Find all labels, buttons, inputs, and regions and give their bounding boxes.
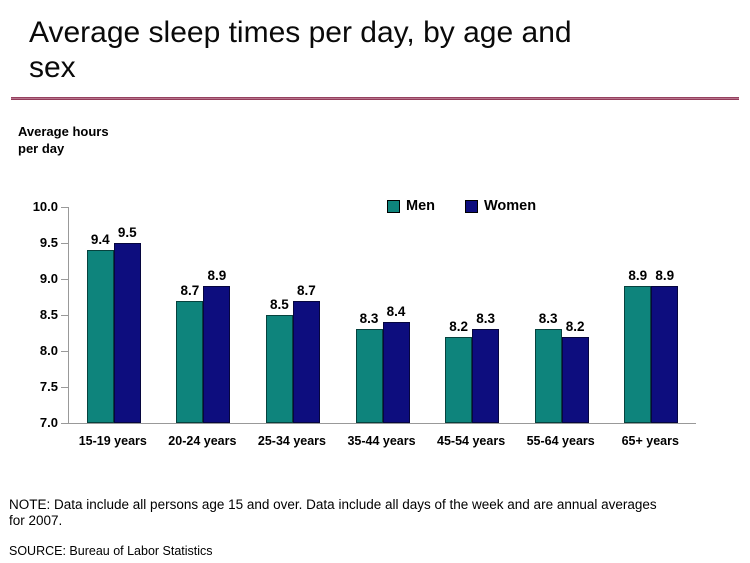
bar-column-men: 8.2 [445, 207, 473, 423]
y-tick-label: 8.0 [39, 343, 58, 358]
bar-value-label: 8.2 [565, 318, 585, 334]
bar-group: 8.2 8.3 [427, 207, 517, 423]
y-tick-mark [61, 423, 68, 424]
men-bar [86, 250, 114, 423]
bar-group: 8.3 8.4 [338, 207, 428, 423]
bar-value-label: 8.3 [538, 311, 558, 327]
bar-group: 8.9 8.9 [606, 207, 696, 423]
bar-value-label: 8.4 [386, 304, 406, 320]
bar-column-men: 8.5 [265, 207, 293, 423]
bar-column-men: 9.4 [86, 207, 114, 423]
y-tick-mark [61, 315, 68, 316]
chart-title: Average sleep times per day, by age and … [29, 16, 572, 84]
y-tick-mark [61, 207, 68, 208]
bar-column-women: 9.5 [113, 207, 141, 423]
bar-value-label: 8.9 [207, 268, 227, 284]
bar-column-men: 8.3 [355, 207, 383, 423]
bar-column-women: 8.4 [382, 207, 410, 423]
y-tick-label: 7.5 [39, 379, 58, 394]
men-bar [265, 315, 293, 423]
legend-label-women: Women [484, 198, 537, 214]
bar-column-women: 8.3 [472, 207, 500, 423]
bar-group: 8.7 8.9 [159, 207, 249, 423]
y-tick-label: 7.0 [39, 415, 58, 430]
x-category-label: 45-54 years [437, 434, 506, 448]
bar-chart: Men Women 9.4 9.5 8.7 8.9 8.5 8.7 8.3 8.4 8.2 8.3… [32, 198, 696, 448]
bar-value-label: 8.9 [628, 268, 648, 284]
bar-value-label: 8.2 [449, 318, 468, 334]
bar-value-label: 8.3 [476, 311, 495, 327]
legend-label-men: Men [406, 198, 435, 214]
bar-column-women: 8.7 [292, 207, 320, 423]
bar-column-men: 8.7 [176, 207, 204, 423]
bar-column-women: 8.9 [651, 207, 679, 423]
y-tick-mark [61, 279, 68, 280]
y-axis-title: Average hours per day [18, 124, 109, 156]
y-tick-label: 9.0 [39, 271, 58, 286]
x-axis-labels: 15-19 years 20-24 years 25-34 years 35-44 y… [68, 434, 695, 448]
note-text: NOTE: Data include all persons age 15 an… [9, 497, 657, 528]
y-tick-mark [61, 243, 68, 244]
y-tick-mark [61, 387, 68, 388]
bar-group: 8.5 8.7 [248, 207, 338, 423]
y-tick-label: 9.5 [39, 235, 58, 250]
bar-column-women: 8.9 [203, 207, 231, 423]
women-bar [292, 300, 320, 423]
x-category-label: 15-19 years [78, 434, 147, 448]
source-text: SOURCE: Bureau of Labor Statistics [9, 544, 213, 558]
bar-value-label: 8.9 [655, 268, 675, 284]
bar-value-label: 8.7 [180, 282, 200, 298]
women-bar [113, 243, 141, 423]
men-bar [355, 329, 383, 423]
men-bar [176, 300, 204, 423]
women-bar [382, 322, 410, 423]
women-bar [651, 286, 679, 423]
men-swatch-icon [387, 199, 400, 213]
title-underline [11, 97, 739, 100]
chart-legend: Men Women [387, 198, 536, 214]
bar-value-label: 8.5 [270, 297, 289, 312]
men-bar [624, 286, 652, 423]
men-bar [445, 336, 473, 423]
bar-group: 9.4 9.5 [69, 207, 159, 423]
women-swatch-icon [465, 199, 478, 213]
women-bar [203, 286, 231, 423]
x-category-label: 20-24 years [168, 434, 237, 448]
bar-group: 8.3 8.2 [517, 207, 607, 423]
y-tick-label: 8.5 [39, 307, 58, 322]
bar-value-label: 8.7 [297, 282, 316, 298]
y-tick-mark [61, 351, 68, 352]
x-category-label: 55-64 years [526, 434, 595, 448]
bar-value-label: 8.3 [359, 311, 379, 327]
bar-value-label: 9.4 [90, 232, 110, 248]
legend-item-women: Women [465, 198, 536, 214]
bar-groups: 9.4 9.5 8.7 8.9 8.5 8.7 8.3 8.4 8.2 8.3 8.3 8.2 8.9 8… [69, 207, 696, 423]
y-tick-label: 10.0 [32, 199, 58, 214]
x-category-label: 65+ years [621, 434, 679, 448]
men-bar [534, 329, 562, 423]
bar-column-women: 8.2 [561, 207, 589, 423]
bar-value-label: 9.5 [117, 225, 137, 240]
x-category-label: 25-34 years [257, 434, 326, 448]
x-category-label: 35-44 years [347, 434, 416, 448]
women-bar [472, 329, 500, 423]
plot-area: 9.4 9.5 8.7 8.9 8.5 8.7 8.3 8.4 8.2 8.3 8.3 8.2 8.9 8… [68, 207, 696, 424]
bar-column-men: 8.3 [534, 207, 562, 423]
women-bar [561, 336, 589, 423]
legend-item-men: Men [387, 198, 435, 214]
bar-column-men: 8.9 [624, 207, 652, 423]
